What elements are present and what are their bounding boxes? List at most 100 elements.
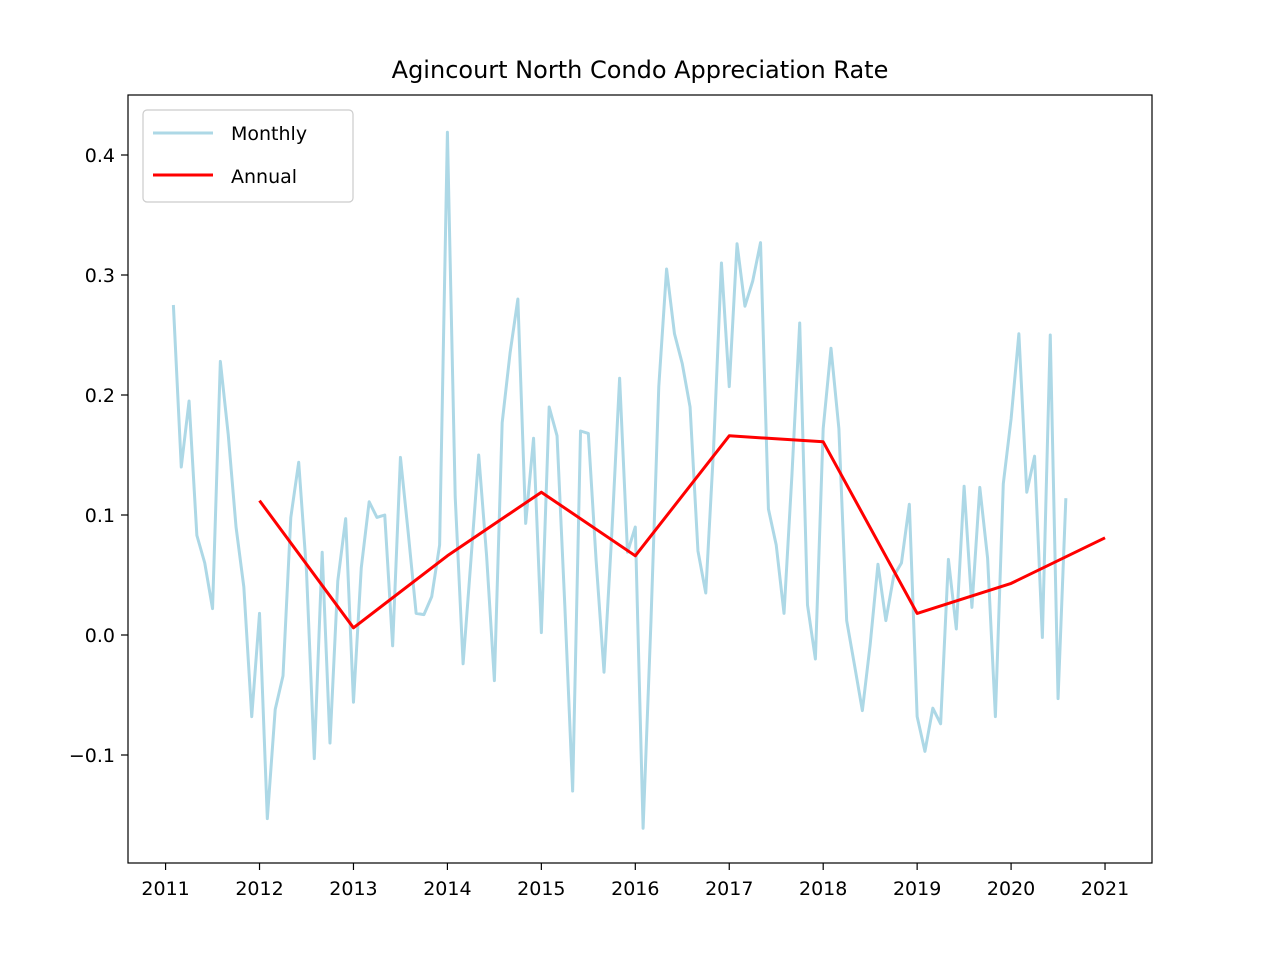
data-point-monthly [586,431,591,436]
y-tick-label: 0.3 [85,265,115,287]
data-point-monthly [641,826,646,831]
series-line-annual [258,434,1106,630]
y-tick-label: 0.0 [85,625,115,647]
data-point-monthly [265,816,270,821]
data-point-monthly [602,670,607,675]
data-point-monthly [249,714,254,719]
data-point-monthly [680,361,685,366]
data-point-monthly [351,700,356,705]
data-point-monthly [821,426,826,431]
data-point-monthly [844,618,849,623]
data-point-monthly [296,460,301,465]
data-point-monthly [868,642,873,647]
data-point-annual [539,490,544,495]
data-point-monthly [742,304,747,309]
data-point-annual [1009,581,1014,586]
series-line-monthly [171,130,1068,830]
y-tick-label: 0.4 [85,145,115,167]
data-point-monthly [327,741,332,746]
data-point-monthly [335,579,340,584]
data-point-monthly [304,569,309,574]
data-point-monthly [727,384,732,389]
x-tick-label: 2013 [329,878,377,900]
data-point-monthly [515,297,520,302]
data-point-monthly [594,558,599,563]
data-point-monthly [962,484,967,489]
data-point-monthly [374,515,379,520]
x-tick-label: 2014 [423,878,471,900]
y-tick-label: −0.1 [69,745,115,767]
data-point-monthly [226,432,231,437]
data-point-monthly [257,611,262,616]
data-point-monthly [828,346,833,351]
data-point-monthly [578,429,583,434]
data-point-monthly [234,525,239,530]
data-point-monthly [915,714,920,719]
data-point-monthly [367,499,372,504]
data-point-monthly [899,561,904,566]
data-point-monthly [562,604,567,609]
y-tick-label: 0.1 [85,505,115,527]
data-point-monthly [1032,454,1037,459]
data-point-monthly [930,706,935,711]
data-point-monthly [993,714,998,719]
data-point-monthly [1024,490,1029,495]
data-point-monthly [500,420,505,425]
data-point-monthly [461,661,466,666]
data-point-monthly [523,521,528,526]
data-point-monthly [735,241,740,246]
data-point-monthly [547,405,552,410]
data-point-monthly [1001,481,1006,486]
data-point-annual [821,439,826,444]
data-point-monthly [445,130,450,135]
data-point-monthly [852,663,857,668]
data-point-monthly [468,558,473,563]
x-tick-label: 2015 [517,878,565,900]
x-tick-label: 2012 [235,878,283,900]
data-point-monthly [954,627,959,632]
data-point-monthly [711,447,716,452]
data-point-monthly [187,399,192,404]
data-point-monthly [398,455,403,460]
data-point-monthly [805,603,810,608]
data-point-monthly [875,562,880,567]
data-point-monthly [985,556,990,561]
data-point-annual [1103,535,1108,540]
x-tick-label: 2011 [141,878,189,900]
data-point-monthly [241,585,246,590]
data-point-monthly [406,531,411,536]
x-axis: 2011 2012 2013 2014 2015 2016 2017 2018 2019 2020… [141,863,1129,900]
data-point-monthly [312,756,317,761]
data-point-monthly [453,495,458,500]
data-point-monthly [688,405,693,410]
data-point-monthly [719,261,724,266]
data-point-monthly [609,531,614,536]
data-point-monthly [1063,496,1068,501]
data-point-monthly [476,453,481,458]
data-point-monthly [359,565,364,570]
legend: Monthly Annual [142,109,354,203]
data-point-monthly [202,561,207,566]
data-point-annual [727,433,732,438]
data-point-monthly [758,240,763,245]
data-point-monthly [429,594,434,599]
data-point-monthly [210,606,215,611]
data-point-monthly [171,303,176,308]
data-point-monthly [492,678,497,683]
data-point-monthly [695,549,700,554]
data-point-monthly [969,605,974,610]
data-point-monthly [774,543,779,548]
data-point-monthly [414,611,419,616]
data-point-monthly [766,507,771,512]
data-point-monthly [570,789,575,794]
data-point-monthly [1040,635,1045,640]
data-point-monthly [797,321,802,326]
data-point-monthly [789,473,794,478]
data-point-monthly [218,359,223,364]
data-point-monthly [437,543,442,548]
y-axis: −0.1 0.0 0.1 0.2 0.3 0.4 [69,145,128,767]
data-point-monthly [922,749,927,754]
data-point-monthly [421,612,426,617]
x-tick-label: 2021 [1081,878,1129,900]
